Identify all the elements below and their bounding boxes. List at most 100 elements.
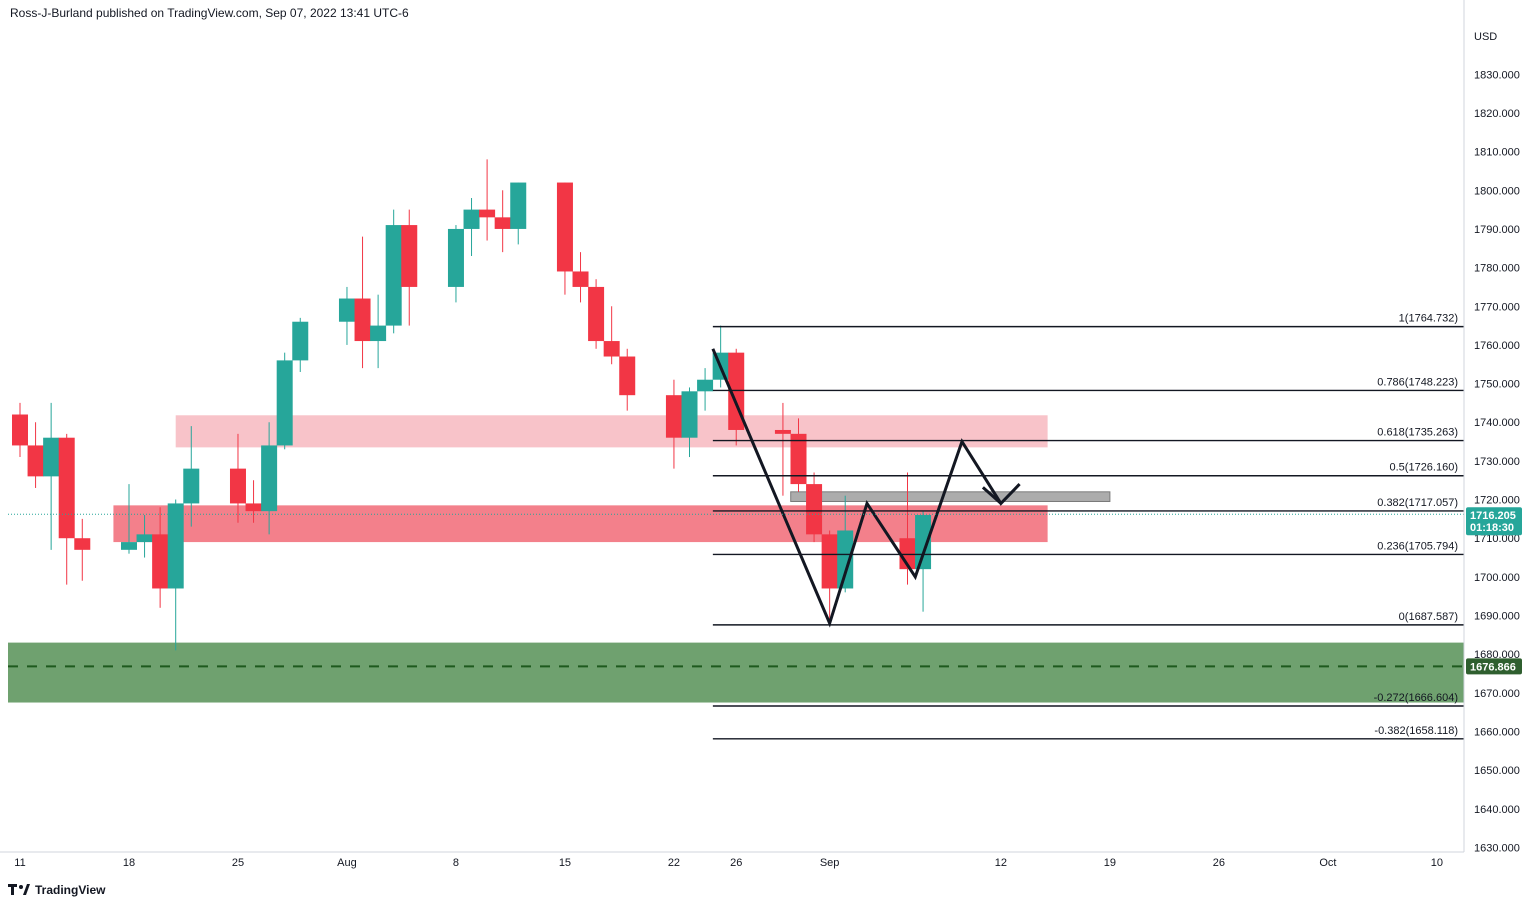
fib-level-label: 0.236(1705.794) [1377, 540, 1458, 552]
y-tick-label: 1680.000 [1474, 649, 1520, 661]
y-tick-label: 1740.000 [1474, 417, 1520, 429]
support-zone [8, 642, 1464, 703]
candle [338, 286, 355, 345]
x-tick-label: Aug [337, 857, 357, 869]
candle-body [790, 433, 807, 485]
support-price-tag: 1676.866 [1466, 658, 1522, 675]
candle [276, 352, 293, 450]
candle [510, 182, 527, 245]
candle-body [837, 530, 854, 589]
candle-body [806, 484, 823, 535]
candle-body [665, 395, 682, 438]
candle [152, 507, 169, 608]
candle [136, 515, 153, 558]
fib-level-label: 1(1764.732) [1399, 313, 1458, 325]
fib-level-label: 0.786(1748.223) [1377, 376, 1458, 388]
candle-body [152, 534, 169, 589]
publisher-header: Ross-J-Burland published on TradingView.… [10, 6, 409, 20]
candle-body [385, 225, 402, 326]
candle [665, 379, 682, 469]
candle [385, 209, 402, 334]
candle [790, 418, 807, 492]
y-tick-label: 1830.000 [1474, 69, 1520, 81]
axes-layer: USD 1630.000 1640.000 1650.000 1660.000 1670.… [0, 0, 1520, 869]
candle [447, 225, 464, 303]
candle [915, 511, 932, 612]
y-tick-label: 1630.000 [1474, 843, 1520, 855]
candle-body [915, 515, 932, 570]
grey-target-zone [790, 491, 1111, 502]
candle-body [43, 437, 60, 477]
projection-arrowhead [981, 486, 1002, 505]
fib-level-label: 0.382(1717.057) [1377, 497, 1458, 509]
candle [479, 159, 496, 241]
candle [58, 433, 75, 585]
candle-body [572, 271, 589, 287]
candle [183, 426, 200, 527]
candle-body [338, 298, 355, 322]
y-tick-label: 1710.000 [1474, 533, 1520, 545]
candle-body [463, 209, 480, 229]
y-tick-label: 1800.000 [1474, 185, 1520, 197]
x-tick-label: 19 [1104, 857, 1116, 869]
y-tick-label: 1700.000 [1474, 572, 1520, 584]
x-tick-label: 8 [453, 857, 459, 869]
candle-body [479, 209, 496, 218]
candle-body [821, 534, 838, 589]
candle-body [58, 437, 75, 539]
candle-body [183, 468, 200, 504]
upper-resistance-zone [175, 415, 1048, 448]
x-tick-label: 26 [1213, 857, 1225, 869]
candle [572, 252, 589, 303]
y-tick-label: 1810.000 [1474, 147, 1520, 159]
fib-level-label: -0.272(1666.604) [1374, 692, 1458, 704]
x-tick-label: Sep [820, 857, 840, 869]
x-tick-label: 12 [995, 857, 1007, 869]
candle-body [510, 182, 527, 229]
fib-level-label: 0.618(1735.263) [1377, 427, 1458, 439]
x-tick-label: 26 [730, 857, 742, 869]
x-tick-label: 10 [1431, 857, 1443, 869]
candle-body [494, 217, 511, 229]
candle [354, 236, 371, 369]
x-tick-label: 11 [14, 857, 25, 869]
x-tick-label: Oct [1319, 857, 1336, 869]
candle [494, 190, 511, 253]
candle [774, 402, 791, 496]
y-tick-label: 1790.000 [1474, 224, 1520, 236]
candle-body [681, 391, 698, 438]
y-tick-label: 1640.000 [1474, 804, 1520, 816]
y-tick-label: 1660.000 [1474, 727, 1520, 739]
candle [619, 348, 636, 411]
candle-body [588, 286, 605, 342]
candle [292, 317, 309, 372]
y-tick-label: 1780.000 [1474, 263, 1520, 275]
support-price-tag-bg [1466, 658, 1522, 675]
candle-body [27, 445, 44, 477]
candle-body [136, 534, 153, 543]
projection-path-layer [711, 348, 1021, 628]
candle-body [292, 321, 309, 361]
y-tick-label: 1770.000 [1474, 301, 1520, 313]
candle [167, 499, 184, 651]
candle-body [401, 225, 418, 287]
tradingview-footer[interactable]: TradingView [8, 880, 105, 900]
tradingview-logo-icon [8, 884, 30, 895]
support-price-value: 1676.866 [1470, 661, 1516, 673]
candle-body [261, 445, 278, 512]
candle-body [447, 228, 464, 287]
candle-body [619, 356, 636, 396]
candle [229, 433, 246, 523]
candle [245, 480, 262, 523]
y-tick-label: 1820.000 [1474, 108, 1520, 120]
candle [27, 422, 44, 488]
y-tick-label: 1720.000 [1474, 495, 1520, 507]
current-price-value: 1716.205 [1470, 510, 1516, 522]
candle-body [354, 298, 371, 342]
candle [43, 402, 60, 550]
tradingview-brand: TradingView [35, 883, 106, 897]
candle [603, 306, 620, 365]
candle [401, 209, 418, 326]
